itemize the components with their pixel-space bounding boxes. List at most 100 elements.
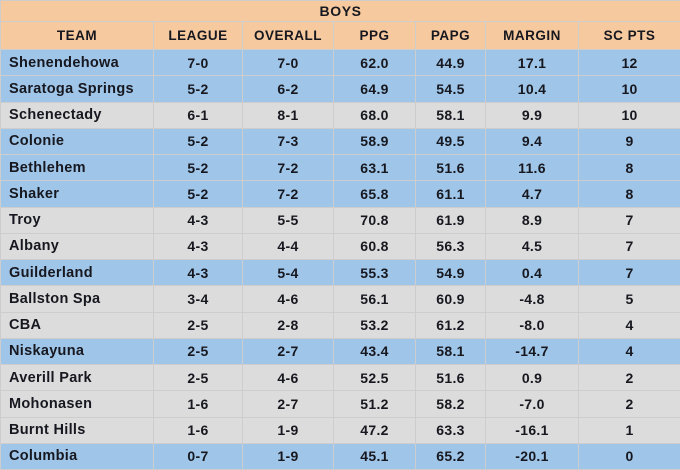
ppg-cell: 62.0: [334, 50, 416, 76]
margin-cell: -7.0: [486, 391, 579, 417]
sc-pts-cell: 4: [579, 338, 680, 364]
margin-cell: -8.0: [486, 312, 579, 338]
league-record-cell: 5-2: [154, 155, 243, 181]
header-row: TEAM LEAGUE OVERALL PPG PAPG MARGIN SC P…: [1, 22, 680, 50]
papg-cell: 61.1: [416, 181, 486, 207]
margin-cell: 8.9: [486, 207, 579, 233]
league-record-cell: 2-5: [154, 338, 243, 364]
margin-cell: 10.4: [486, 76, 579, 102]
league-record-cell: 5-2: [154, 128, 243, 154]
overall-record-cell: 1-9: [243, 417, 334, 443]
col-header-overall: OVERALL: [243, 22, 334, 50]
papg-cell: 51.6: [416, 155, 486, 181]
table-row: Troy 4-3 5-5 70.8 61.9 8.9 7: [1, 207, 680, 233]
overall-record-cell: 4-6: [243, 286, 334, 312]
standings-body: Shenendehowa 7-0 7-0 62.0 44.9 17.1 12 S…: [1, 50, 680, 470]
table-row: Mohonasen 1-6 2-7 51.2 58.2 -7.0 2: [1, 391, 680, 417]
papg-cell: 44.9: [416, 50, 486, 76]
overall-record-cell: 2-8: [243, 312, 334, 338]
sc-pts-cell: 10: [579, 76, 680, 102]
league-record-cell: 1-6: [154, 391, 243, 417]
col-header-ppg: PPG: [334, 22, 416, 50]
sc-pts-cell: 9: [579, 128, 680, 154]
papg-cell: 58.1: [416, 338, 486, 364]
ppg-cell: 51.2: [334, 391, 416, 417]
league-record-cell: 6-1: [154, 102, 243, 128]
overall-record-cell: 7-0: [243, 50, 334, 76]
margin-cell: 17.1: [486, 50, 579, 76]
overall-record-cell: 4-4: [243, 233, 334, 259]
league-record-cell: 4-3: [154, 207, 243, 233]
team-cell: Bethlehem: [1, 155, 154, 181]
sc-pts-cell: 5: [579, 286, 680, 312]
papg-cell: 56.3: [416, 233, 486, 259]
col-header-team: TEAM: [1, 22, 154, 50]
ppg-cell: 68.0: [334, 102, 416, 128]
col-header-league: LEAGUE: [154, 22, 243, 50]
sc-pts-cell: 2: [579, 391, 680, 417]
papg-cell: 54.9: [416, 260, 486, 286]
sc-pts-cell: 8: [579, 181, 680, 207]
league-record-cell: 5-2: [154, 76, 243, 102]
team-cell: Guilderland: [1, 260, 154, 286]
table-row: Colonie 5-2 7-3 58.9 49.5 9.4 9: [1, 128, 680, 154]
papg-cell: 58.2: [416, 391, 486, 417]
margin-cell: 0.4: [486, 260, 579, 286]
margin-cell: -16.1: [486, 417, 579, 443]
overall-record-cell: 5-5: [243, 207, 334, 233]
papg-cell: 61.9: [416, 207, 486, 233]
sc-pts-cell: 7: [579, 233, 680, 259]
table-row: Albany 4-3 4-4 60.8 56.3 4.5 7: [1, 233, 680, 259]
papg-cell: 63.3: [416, 417, 486, 443]
team-cell: Columbia: [1, 443, 154, 469]
ppg-cell: 55.3: [334, 260, 416, 286]
overall-record-cell: 4-6: [243, 365, 334, 391]
league-record-cell: 2-5: [154, 365, 243, 391]
team-cell: Ballston Spa: [1, 286, 154, 312]
team-cell: Burnt Hills: [1, 417, 154, 443]
table-row: Ballston Spa 3-4 4-6 56.1 60.9 -4.8 5: [1, 286, 680, 312]
league-record-cell: 3-4: [154, 286, 243, 312]
table-row: CBA 2-5 2-8 53.2 61.2 -8.0 4: [1, 312, 680, 338]
col-header-margin: MARGIN: [486, 22, 579, 50]
table-row: Guilderland 4-3 5-4 55.3 54.9 0.4 7: [1, 260, 680, 286]
ppg-cell: 58.9: [334, 128, 416, 154]
team-cell: Mohonasen: [1, 391, 154, 417]
ppg-cell: 65.8: [334, 181, 416, 207]
table-row: Shaker 5-2 7-2 65.8 61.1 4.7 8: [1, 181, 680, 207]
table-row: Niskayuna 2-5 2-7 43.4 58.1 -14.7 4: [1, 338, 680, 364]
sc-pts-cell: 7: [579, 260, 680, 286]
margin-cell: 4.5: [486, 233, 579, 259]
margin-cell: 9.9: [486, 102, 579, 128]
table-row: Schenectady 6-1 8-1 68.0 58.1 9.9 10: [1, 102, 680, 128]
league-record-cell: 4-3: [154, 233, 243, 259]
table-row: Averill Park 2-5 4-6 52.5 51.6 0.9 2: [1, 365, 680, 391]
sc-pts-cell: 8: [579, 155, 680, 181]
ppg-cell: 47.2: [334, 417, 416, 443]
margin-cell: -14.7: [486, 338, 579, 364]
overall-record-cell: 2-7: [243, 338, 334, 364]
overall-record-cell: 7-2: [243, 155, 334, 181]
team-cell: Schenectady: [1, 102, 154, 128]
col-header-papg: PAPG: [416, 22, 486, 50]
overall-record-cell: 7-3: [243, 128, 334, 154]
ppg-cell: 64.9: [334, 76, 416, 102]
sc-pts-cell: 4: [579, 312, 680, 338]
team-cell: Averill Park: [1, 365, 154, 391]
table-row: Saratoga Springs 5-2 6-2 64.9 54.5 10.4 …: [1, 76, 680, 102]
overall-record-cell: 8-1: [243, 102, 334, 128]
margin-cell: 4.7: [486, 181, 579, 207]
ppg-cell: 70.8: [334, 207, 416, 233]
overall-record-cell: 2-7: [243, 391, 334, 417]
team-cell: Niskayuna: [1, 338, 154, 364]
papg-cell: 49.5: [416, 128, 486, 154]
table-row: Columbia 0-7 1-9 45.1 65.2 -20.1 0: [1, 443, 680, 469]
overall-record-cell: 7-2: [243, 181, 334, 207]
table-title: BOYS: [1, 1, 680, 22]
margin-cell: 9.4: [486, 128, 579, 154]
ppg-cell: 52.5: [334, 365, 416, 391]
margin-cell: -4.8: [486, 286, 579, 312]
ppg-cell: 43.4: [334, 338, 416, 364]
table-row: Shenendehowa 7-0 7-0 62.0 44.9 17.1 12: [1, 50, 680, 76]
sc-pts-cell: 1: [579, 417, 680, 443]
